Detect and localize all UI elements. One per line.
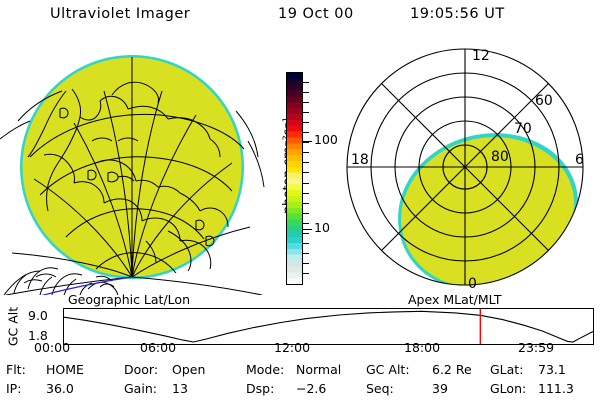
colorbar-tick-label: 100 (314, 131, 338, 147)
colorbar-minor-tick (303, 92, 309, 94)
colorbar-tick-label: 10 (314, 220, 330, 236)
colorbar-minor-tick (303, 162, 309, 164)
colorbar-minor-tick (303, 262, 309, 264)
time-tick-label: 23:59 (518, 340, 555, 355)
colorbar-minor-tick (303, 122, 309, 124)
observation-date: 19 Oct 00 (278, 6, 354, 22)
time-tick-label: 06:00 (140, 340, 177, 355)
status-value: 13 (172, 381, 188, 396)
colorbar-minor-tick (303, 252, 309, 254)
apex-mlt-dial-panel[interactable]: 12 18 6 0 60 70 80 (330, 40, 600, 298)
colorbar-minor-tick (303, 132, 309, 134)
colorbar-minor-tick (303, 152, 309, 154)
colorbar-minor-tick (303, 172, 309, 174)
status-value: Open (172, 362, 206, 377)
colorbar-minor-tick (303, 82, 309, 84)
colorbar-scale[interactable] (286, 72, 303, 285)
geographic-caption: Geographic Lat/Lon (68, 292, 190, 307)
status-value: 73.1 (538, 362, 566, 377)
colorbar-minor-tick (303, 142, 309, 144)
gc-alt-tick-high: 9.0 (28, 308, 48, 323)
status-value: 111.3 (538, 381, 574, 396)
time-tick-label: 00:00 (34, 340, 71, 355)
apex-caption: Apex MLat/MLT (408, 292, 502, 307)
colorbar-major-tick (303, 140, 312, 142)
aurora-oval-group (398, 133, 579, 285)
colorbar-minor-tick (303, 222, 309, 224)
time-tick-label: 18:00 (404, 340, 441, 355)
status-value: HOME (46, 362, 84, 377)
status-value: −2.6 (296, 381, 327, 396)
colorbar-minor-tick (303, 202, 309, 204)
mlt-label-6: 6 (575, 152, 584, 168)
mlat-label-60: 60 (535, 93, 553, 109)
colorbar-minor-tick (303, 212, 309, 214)
colorbar-minor-tick (303, 102, 309, 104)
status-block: Flt: HOME Door: Open Mode: Normal GC Alt: 6.2 R… (0, 362, 600, 400)
time-tick-label: 12:00 (274, 340, 311, 355)
colorbar-major-tick (303, 229, 312, 231)
status-label: Gain: (124, 381, 157, 396)
status-value: 36.0 (46, 381, 74, 396)
colorbar-minor-tick (303, 232, 309, 234)
status-label: GC Alt: (366, 362, 410, 377)
status-label: Flt: (6, 362, 26, 377)
colorbar-minor-tick (303, 192, 309, 194)
orbit-track-line (41, 276, 133, 295)
geographic-image-panel[interactable] (0, 45, 268, 295)
mlt-polar-dial: 12 18 6 0 60 70 80 (346, 48, 584, 292)
orbit-altitude-panel[interactable]: Geographic Lat/Lon Apex MLat/MLT GC Alt … (0, 292, 600, 355)
status-label: Seq: (366, 381, 394, 396)
colorbar-minor-tick (303, 272, 309, 274)
gc-alt-tick-low: 1.8 (28, 328, 48, 343)
instrument-title: Ultraviolet Imager (50, 6, 191, 22)
status-value: Normal (296, 362, 342, 377)
lat-lon-graticule (5, 57, 263, 295)
altitude-trace-plot (63, 308, 594, 345)
colorbar-minor-tick (303, 112, 309, 114)
mlt-label-12: 12 (472, 48, 490, 64)
colorbar-minor-tick (303, 242, 309, 244)
mlat-label-70: 70 (514, 121, 532, 137)
orbit-plot-frame (63, 308, 594, 345)
mlat-label-80: 80 (491, 149, 509, 165)
coastline-overlay (0, 81, 265, 295)
status-label: GLat: (490, 362, 524, 377)
observation-time: 19:05:56 UT (410, 6, 505, 22)
status-label: Mode: (246, 362, 285, 377)
mlt-spokes (347, 49, 583, 285)
mlt-label-0: 0 (468, 276, 477, 292)
geographic-globe (0, 55, 265, 295)
altitude-trace (63, 310, 594, 343)
status-label: Door: (124, 362, 159, 377)
status-label: Dsp: (246, 381, 275, 396)
gc-alt-axis-label: GC Alt (5, 306, 21, 347)
header-bar: Ultraviolet Imager 19 Oct 00 19:05:56 UT (0, 6, 600, 28)
mlt-label-18: 18 (351, 152, 369, 168)
colorbar-minor-tick (303, 182, 309, 184)
status-value: 39 (432, 381, 448, 396)
status-label: IP: (6, 381, 22, 396)
status-value: 6.2 Re (432, 362, 472, 377)
status-label: GLon: (490, 381, 527, 396)
colorbar-gradient (287, 73, 302, 284)
